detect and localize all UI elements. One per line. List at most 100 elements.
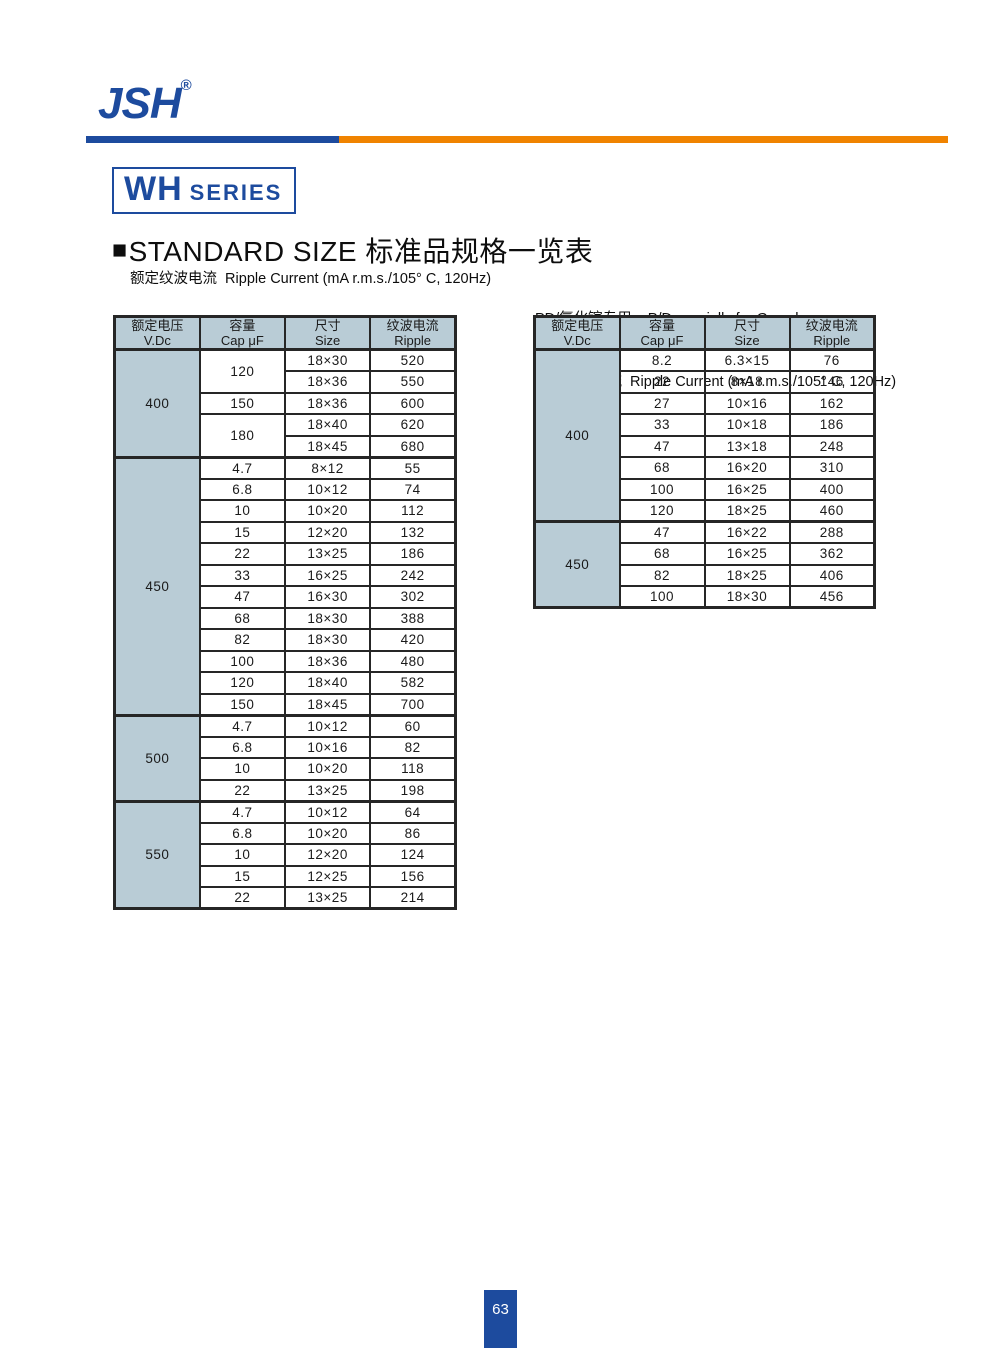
voltage-cell: 450 xyxy=(113,455,201,716)
ripple-cell: 460 xyxy=(788,499,876,523)
size-cell: 18×30 xyxy=(283,628,372,652)
ripple-cell: 406 xyxy=(788,563,876,587)
cap-cell: 120 xyxy=(198,671,287,695)
ripple-cell: 700 xyxy=(369,692,457,716)
pd-gan-charger-table: 额定电压 V.Dc 容量 Cap μF 尺寸 Size 纹波电流 Ripple 400 8.2 6.… xyxy=(533,315,876,609)
ripple-cell: 520 xyxy=(369,348,457,372)
cap-cell: 33 xyxy=(618,413,706,437)
left-table-caption: 额定纹波电流 Ripple Current (mA r.m.s./105° C,… xyxy=(130,271,492,287)
jsh-logo-text: JSH xyxy=(98,79,182,128)
cap-cell: 47 xyxy=(198,585,287,609)
ripple-cell: 680 xyxy=(369,434,457,458)
size-cell: 18×40 xyxy=(283,671,372,695)
size-cell: 18×45 xyxy=(283,692,372,716)
divider-blue-segment xyxy=(86,136,339,143)
ripple-cell: 302 xyxy=(369,585,457,609)
column-header: 尺寸 Size xyxy=(703,315,791,351)
ripple-cell: 456 xyxy=(788,585,876,609)
table-row: 6.8 10×20 86 xyxy=(115,821,457,845)
size-cell: 18×25 xyxy=(703,499,791,523)
ripple-cell: 186 xyxy=(369,542,457,566)
size-cell: 18×45 xyxy=(283,434,372,458)
cap-cell: 15 xyxy=(198,520,287,544)
cap-cell: 4.7 xyxy=(198,799,287,824)
ripple-cell: 198 xyxy=(369,778,457,802)
voltage-cell: 550 xyxy=(113,799,201,910)
ripple-cell: 420 xyxy=(369,628,457,652)
size-cell: 6.3×15 xyxy=(703,348,791,372)
size-cell: 18×30 xyxy=(283,606,372,630)
voltage-cell: 500 xyxy=(113,713,201,802)
table-row: 15 12×25 156 xyxy=(115,864,457,888)
ripple-cell: 146 xyxy=(788,370,876,394)
ripple-cell: 64 xyxy=(369,799,457,824)
size-cell: 10×12 xyxy=(283,713,372,738)
column-header: 容量 Cap μF xyxy=(198,315,287,351)
table-row: 500 4.7 10×12 60 xyxy=(113,713,457,802)
table-row: 47 16×30 302 xyxy=(115,585,457,609)
ripple-cell: 118 xyxy=(369,757,457,781)
cap-cell: 22 xyxy=(198,778,287,802)
cap-cell: 100 xyxy=(618,477,706,501)
table-row: 33 16×25 242 xyxy=(115,563,457,587)
size-cell: 10×12 xyxy=(283,477,372,501)
size-cell: 12×25 xyxy=(283,864,372,888)
size-cell: 16×20 xyxy=(703,456,791,480)
section-heading-text: STANDARD SIZE 标准品规格一览表 xyxy=(128,236,594,267)
cap-cell: 68 xyxy=(618,542,706,566)
cap-cell: 8.2 xyxy=(618,348,706,372)
cap-cell: 6.8 xyxy=(198,477,287,501)
column-header: 纹波电流 Ripple xyxy=(369,315,457,351)
cap-cell: 68 xyxy=(198,606,287,630)
size-cell: 13×18 xyxy=(703,434,791,458)
ripple-cell: 55 xyxy=(369,455,457,480)
ripple-cell: 600 xyxy=(369,391,457,415)
size-cell: 18×30 xyxy=(283,348,372,372)
cap-cell: 6.8 xyxy=(198,735,287,759)
cap-cell: 15 xyxy=(198,864,287,888)
table-row: 22 13×25 198 xyxy=(115,778,457,802)
table-row: 100 18×30 456 xyxy=(535,585,876,609)
ripple-cell: 82 xyxy=(369,735,457,759)
ripple-cell: 550 xyxy=(369,370,457,394)
size-cell: 10×12 xyxy=(283,799,372,824)
size-cell: 13×25 xyxy=(283,886,372,910)
ripple-cell: 60 xyxy=(369,713,457,738)
column-header: 尺寸 Size xyxy=(283,315,372,351)
size-cell: 16×25 xyxy=(703,542,791,566)
ripple-cell: 288 xyxy=(788,520,876,544)
size-cell: 18×25 xyxy=(703,563,791,587)
size-cell: 16×30 xyxy=(283,585,372,609)
ripple-cell: 582 xyxy=(369,671,457,695)
column-header: 额定电压 V.Dc xyxy=(533,315,621,351)
size-cell: 10×20 xyxy=(283,499,372,523)
size-cell: 16×22 xyxy=(703,520,791,544)
cap-cell: 150 xyxy=(198,692,287,716)
cap-cell: 68 xyxy=(618,456,706,480)
cap-cell: 82 xyxy=(198,628,287,652)
cap-cell: 6.8 xyxy=(198,821,287,845)
ripple-cell: 162 xyxy=(788,391,876,415)
ripple-cell: 186 xyxy=(788,413,876,437)
voltage-cell: 400 xyxy=(113,348,201,458)
series-title-box: WH SERIES xyxy=(112,167,297,214)
ripple-cell: 86 xyxy=(369,821,457,845)
divider-orange-segment xyxy=(339,136,948,143)
ripple-cell: 362 xyxy=(788,542,876,566)
ripple-cell: 310 xyxy=(788,456,876,480)
cap-cell: 4.7 xyxy=(198,455,287,480)
cap-cell: 22 xyxy=(618,370,706,394)
table-row: 68 16×20 310 xyxy=(535,456,876,480)
jsh-logo: JSH® xyxy=(98,78,192,126)
size-cell: 8×18 xyxy=(703,370,791,394)
ripple-cell: 214 xyxy=(369,886,457,910)
cap-cell: 150 xyxy=(198,391,287,415)
size-cell: 16×25 xyxy=(283,563,372,587)
ripple-cell: 124 xyxy=(369,843,457,867)
ripple-cell: 74 xyxy=(369,477,457,501)
table-row: 22 13×25 214 xyxy=(115,886,457,910)
ripple-cell: 248 xyxy=(788,434,876,458)
table-row: 22 13×25 186 xyxy=(115,542,457,566)
cap-cell: 22 xyxy=(198,886,287,910)
square-bullet-icon: ■ xyxy=(112,235,128,264)
